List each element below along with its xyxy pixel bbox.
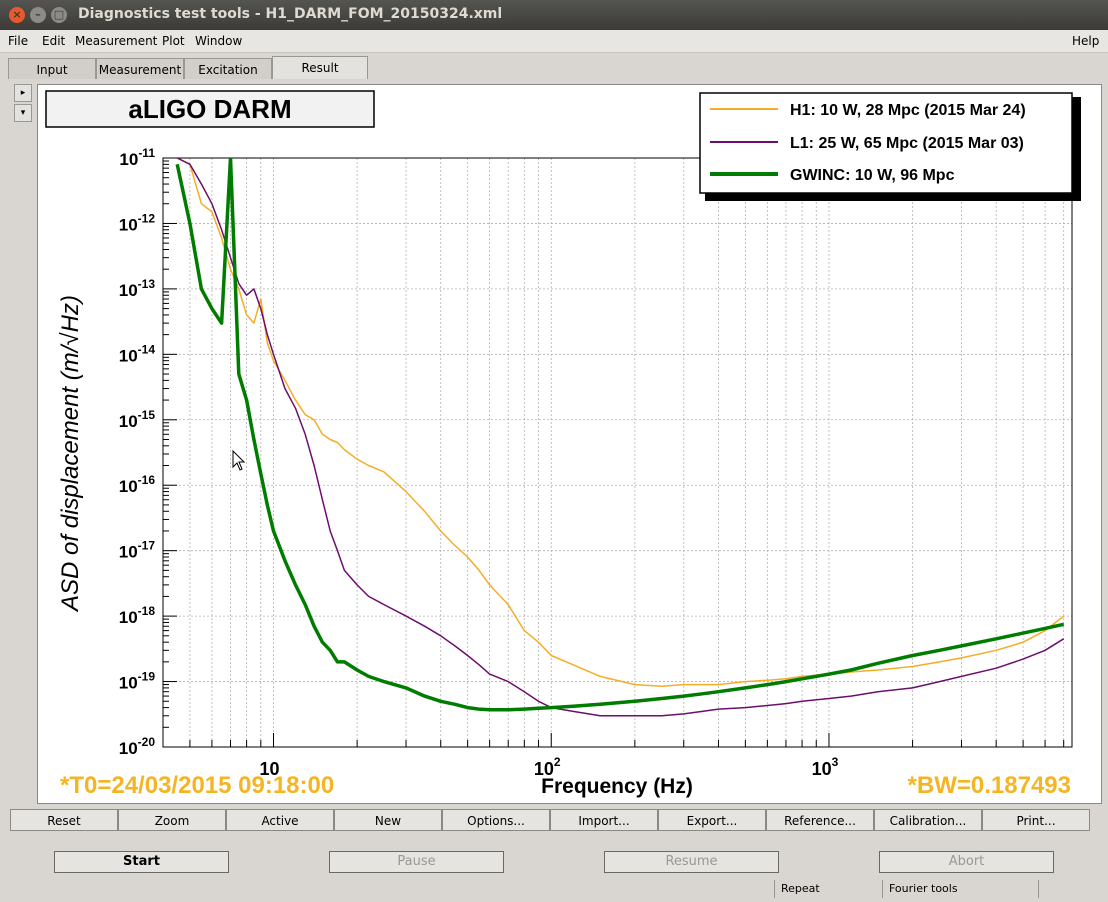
axis-ticks: 10-11 10-12 10-13 10-14 10-15 10-16 10-17 10-18… <box>119 146 1065 779</box>
close-icon[interactable]: × <box>9 7 25 23</box>
bw-label: *BW=0.187493 <box>908 772 1071 799</box>
t0-label: *T0=24/03/2015 09:18:00 <box>60 772 334 799</box>
menu-window[interactable]: Window <box>195 34 243 48</box>
plot-panel: aLIGO DARM 10-11 10-12 10-13 10-14 10-15 10-1… <box>37 84 1102 804</box>
y-axis-label: ASD of displacement (m/√Hz) <box>57 295 84 613</box>
export-button[interactable]: Export... <box>658 809 766 831</box>
window-title: Diagnostics test tools - H1_DARM_FOM_201… <box>78 6 503 22</box>
zoom-button[interactable]: Zoom <box>118 809 226 831</box>
legend: H1: 10 W, 28 Mpc (2015 Mar 24) L1: 25 W,… <box>699 92 1081 201</box>
legend-h1: H1: 10 W, 28 Mpc (2015 Mar 24) <box>790 102 1026 119</box>
menu-plot[interactable]: Plot <box>162 34 185 48</box>
tab-measurement[interactable]: Measurement <box>96 58 184 79</box>
y-tick-label: 10-16 <box>119 473 156 496</box>
gwinc-series-line <box>175 158 1065 712</box>
mouse-cursor-icon <box>232 449 246 471</box>
arrow-down-icon[interactable]: ▾ <box>14 104 32 122</box>
legend-l1: L1: 25 W, 65 Mpc (2015 Mar 03) <box>790 135 1024 152</box>
tab-result[interactable]: Result <box>272 56 368 79</box>
menu-file[interactable]: File <box>8 34 29 48</box>
menu-edit[interactable]: Edit <box>42 34 66 48</box>
x-tick-label: 103 <box>812 755 839 779</box>
y-tick-label: 10-11 <box>119 146 155 169</box>
plot-frame <box>162 157 1073 748</box>
new-button[interactable]: New <box>334 809 442 831</box>
calibration-button[interactable]: Calibration... <box>874 809 982 831</box>
y-tick-label: 10-18 <box>119 604 156 627</box>
menu-bar: File Edit Measurement Plot Window Help <box>0 30 1108 53</box>
y-tick-label: 10-14 <box>119 342 156 365</box>
status-repeat: Repeat <box>774 880 881 898</box>
x-tick-label: 10 <box>260 759 280 779</box>
series-group <box>175 158 1065 717</box>
tab-excitation[interactable]: Excitation <box>184 58 272 79</box>
x-axis-label: Frequency (Hz) <box>541 775 693 798</box>
minimize-icon[interactable]: – <box>30 7 46 23</box>
import-button[interactable]: Import... <box>550 809 658 831</box>
y-tick-label: 10-13 <box>119 277 156 300</box>
status-fourier: Fourier tools <box>882 880 1039 898</box>
y-tick-label: 10-12 <box>119 211 156 234</box>
arrow-right-icon[interactable]: ▸ <box>14 84 32 102</box>
options-button[interactable]: Options... <box>442 809 550 831</box>
y-tick-label: 10-19 <box>119 670 156 693</box>
y-tick-label: 10-20 <box>119 735 156 758</box>
l1-series-line <box>176 158 1065 717</box>
menu-help[interactable]: Help <box>1072 34 1100 48</box>
status-empty <box>1038 880 1105 898</box>
start-button[interactable]: Start <box>54 851 229 873</box>
tab-input[interactable]: Input <box>8 58 96 79</box>
active-button[interactable]: Active <box>226 809 334 831</box>
reference-button[interactable]: Reference... <box>766 809 874 831</box>
grid <box>162 157 1072 748</box>
abort-button[interactable]: Abort <box>879 851 1054 873</box>
h1-series-line <box>176 158 1065 687</box>
panel-title-box <box>45 90 375 128</box>
menu-measurement[interactable]: Measurement <box>75 34 158 48</box>
maximize-icon[interactable]: □ <box>51 7 67 23</box>
darm-chart[interactable]: aLIGO DARM 10-1110-1210-1310-1410-1510-1… <box>38 85 1101 803</box>
legend-gwinc: GWINC: 10 W, 96 Mpc <box>790 167 955 184</box>
y-tick-label: 10-15 <box>119 408 156 431</box>
reset-button[interactable]: Reset <box>10 809 118 831</box>
button-row: Reset Zoom Active New Options... Import.… <box>10 809 1095 833</box>
print-button[interactable]: Print... <box>982 809 1090 831</box>
panel-title: aLIGO DARM <box>128 94 291 124</box>
title-bar: × – □ Diagnostics test tools - H1_DARM_F… <box>0 0 1108 30</box>
pause-button[interactable]: Pause <box>329 851 504 873</box>
y-tick-label: 10-17 <box>119 539 156 562</box>
resume-button[interactable]: Resume <box>604 851 779 873</box>
